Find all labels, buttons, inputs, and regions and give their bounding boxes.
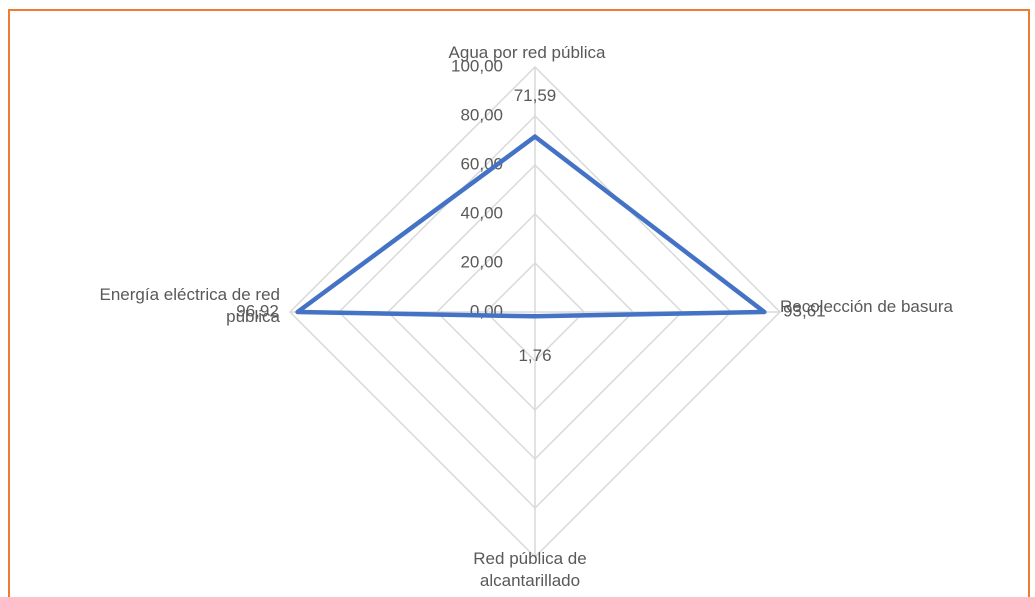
- category-label: Recolección de basura: [780, 297, 953, 316]
- chart-border: [8, 9, 1030, 597]
- data-label: 96,92: [236, 301, 279, 320]
- category-label: Agua por red pública: [448, 43, 606, 62]
- r-tick-label: 40,00: [460, 203, 503, 222]
- r-tick-label: 20,00: [460, 252, 503, 271]
- data-label: 93,61: [783, 301, 826, 320]
- category-label: Red pública de alcantarillado: [473, 549, 587, 590]
- data-label: 1,76: [518, 346, 551, 365]
- data-label: 71,59: [514, 86, 557, 105]
- r-tick-label: 80,00: [460, 105, 503, 124]
- r-tick-label: 100,00: [451, 56, 503, 75]
- category-label: Energía eléctrica de red pública: [99, 285, 281, 326]
- series-line: [295, 134, 767, 319]
